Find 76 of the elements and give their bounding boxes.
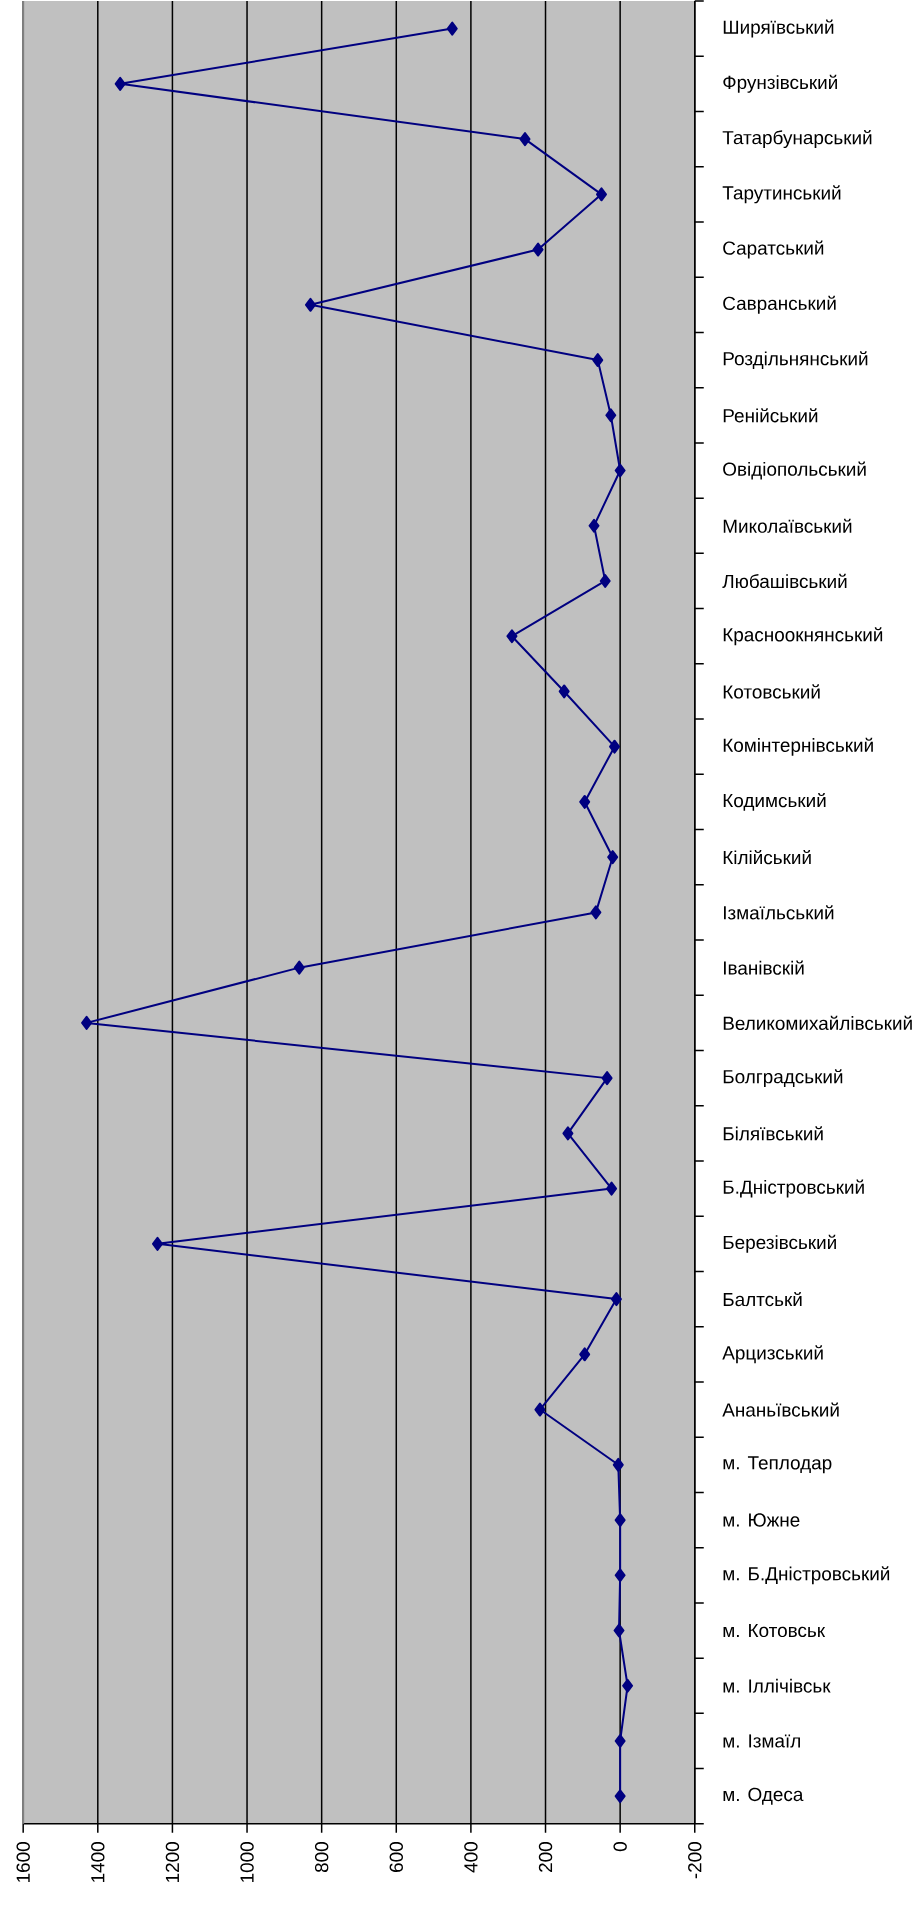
x-tick-label: 1200 — [165, 1842, 179, 1882]
y-tick-label: Саратський — [723, 240, 823, 259]
y-tick-label: Савранський — [723, 295, 836, 314]
y-tick-label: Кілійський — [723, 850, 811, 865]
point — [519, 132, 531, 147]
y-tick-label: Овідіопольський — [722, 461, 866, 480]
x-tick-label: 600 — [389, 1842, 403, 1872]
point — [621, 1678, 633, 1693]
point — [579, 794, 590, 809]
point — [293, 960, 305, 975]
point — [614, 1513, 626, 1528]
point — [579, 1347, 590, 1362]
point — [605, 1181, 617, 1196]
point — [610, 1292, 622, 1307]
point — [562, 1126, 574, 1141]
y-tick-label: Любашівський — [722, 573, 847, 589]
x-tick-label: 400 — [464, 1842, 478, 1873]
y-tick-label: м. Южне — [723, 1513, 800, 1527]
point — [304, 297, 316, 312]
x-tick-label: 0 — [613, 1842, 627, 1852]
point — [599, 573, 611, 588]
y-tick-label: Ренійський — [723, 408, 818, 423]
y-tick-label: м. Б.Дністровський — [723, 1566, 889, 1585]
point — [614, 1789, 626, 1804]
y-tick-label: Красноокнянський — [723, 627, 882, 646]
x-tick-label: 200 — [538, 1842, 553, 1872]
y-tick-label: Роздільнянський — [723, 351, 868, 369]
x-tick-label: 1400 — [90, 1842, 105, 1882]
y-tick-label: Арцизський — [722, 1345, 823, 1364]
y-tick-label: Кодимський — [723, 793, 826, 811]
y-tick-label: м. Одеса — [723, 1787, 804, 1805]
y-tick-label: Фрунзівський — [723, 74, 837, 93]
y-tick-label: Ананьївський — [722, 1402, 839, 1417]
y-tick-label: м. Іллічівськ — [723, 1678, 831, 1693]
point — [595, 187, 607, 202]
point — [590, 905, 602, 920]
point — [613, 1623, 625, 1638]
point — [588, 518, 600, 533]
point — [532, 242, 544, 257]
point — [614, 1568, 626, 1583]
y-tick-label: Іванівскій — [723, 960, 804, 975]
y-tick-label: м. Ізмаїл — [723, 1734, 800, 1748]
y-tick-label: Татарбунарський — [722, 130, 872, 149]
y-tick-label: Балтськй — [723, 1291, 802, 1307]
point — [114, 76, 126, 91]
point — [506, 629, 518, 644]
y-tick-label: Миколаївський — [723, 518, 852, 533]
y-tick-label: Ширяївський — [723, 19, 834, 38]
x-tick-label: 1000 — [240, 1842, 254, 1882]
point — [614, 1733, 626, 1748]
y-tick-label: Комінтернівський — [723, 737, 873, 756]
point — [614, 463, 626, 478]
x-tick-label: -200 — [687, 1842, 702, 1879]
y-tick-label: Б.Дністровський — [723, 1179, 864, 1198]
y-tick-label: Біляївський — [723, 1126, 823, 1141]
point — [80, 1015, 92, 1030]
y-tick-label: Тарутинський — [722, 185, 841, 204]
point — [446, 21, 458, 36]
point — [592, 353, 604, 368]
point — [558, 684, 570, 699]
point — [151, 1236, 163, 1251]
y-tick-label: Ізмаїльський — [723, 905, 834, 920]
y-tick-label: Березівський — [723, 1234, 836, 1253]
y-tick-label: м. Котовськ — [723, 1623, 825, 1638]
point — [608, 739, 620, 754]
x-tick-label: 1600 — [16, 1842, 30, 1882]
y-tick-label: Болградський — [723, 1069, 843, 1088]
point — [607, 850, 618, 865]
y-tick-label: Котовський — [723, 684, 820, 699]
point — [605, 408, 617, 423]
point — [601, 1071, 613, 1086]
y-tick-label: м. Теплодар — [723, 1456, 832, 1474]
y-tick-label: Великомихайлівський — [723, 1015, 912, 1030]
x-tick-label: 800 — [314, 1842, 329, 1873]
point — [534, 1402, 546, 1417]
point — [612, 1457, 624, 1472]
